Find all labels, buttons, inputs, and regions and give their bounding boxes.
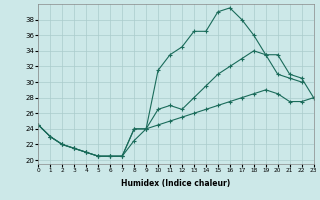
X-axis label: Humidex (Indice chaleur): Humidex (Indice chaleur): [121, 179, 231, 188]
